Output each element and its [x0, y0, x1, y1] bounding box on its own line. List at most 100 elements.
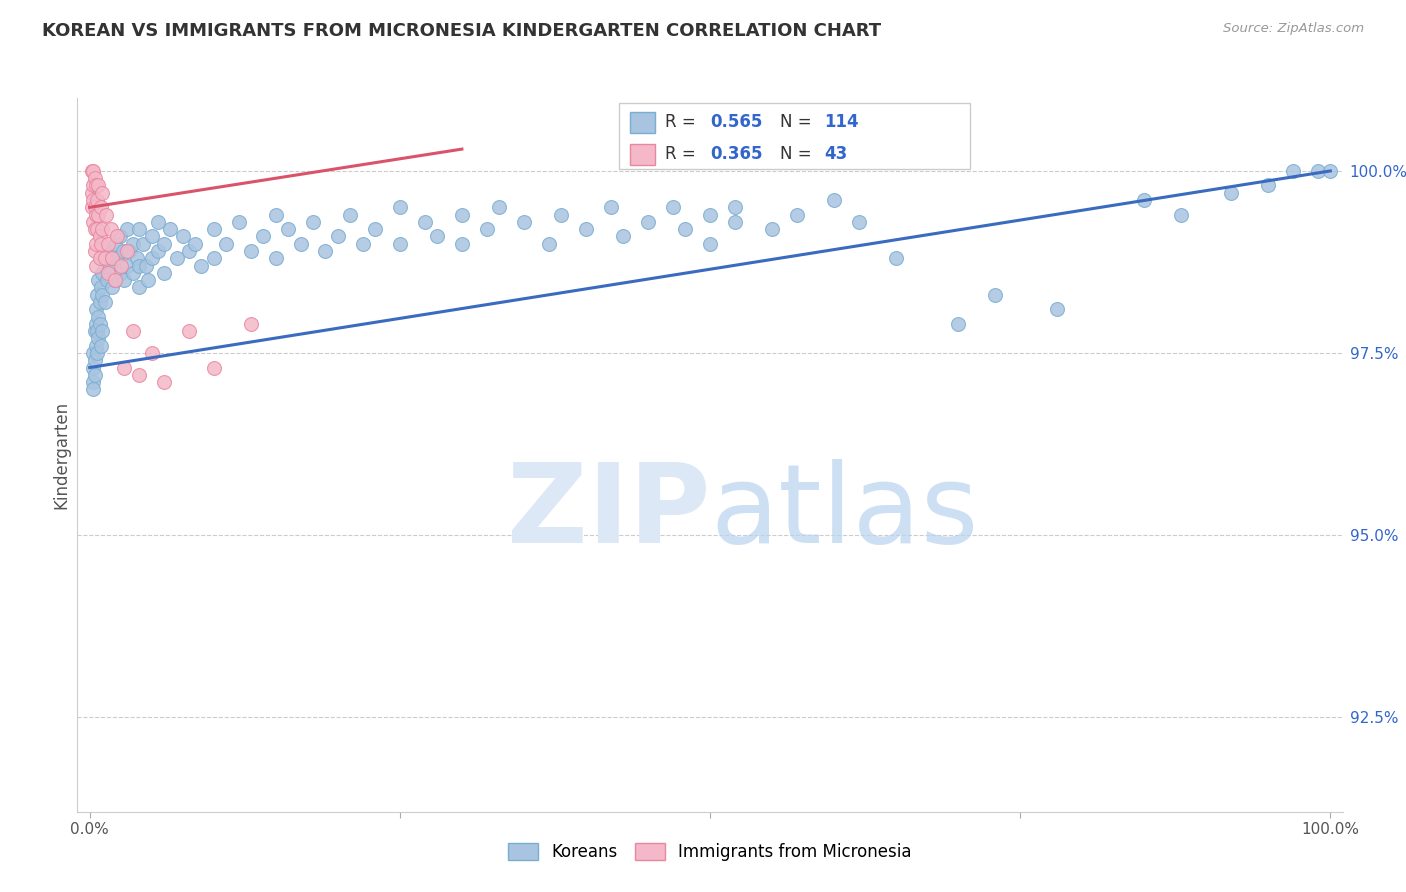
Point — [84, 208, 107, 222]
Point — [110, 259, 132, 273]
Point — [172, 229, 194, 244]
Point — [112, 244, 135, 258]
Point — [82, 383, 104, 397]
Point — [314, 244, 336, 258]
Point — [108, 229, 131, 244]
Point — [91, 324, 114, 338]
Point — [82, 193, 104, 207]
Point — [159, 222, 181, 236]
Point — [724, 215, 747, 229]
Point — [1046, 302, 1069, 317]
Point — [83, 353, 105, 368]
Point — [118, 244, 141, 258]
Point — [97, 266, 120, 280]
Point — [202, 360, 225, 375]
Point — [352, 236, 374, 251]
Point — [82, 200, 104, 214]
Point — [83, 244, 105, 258]
Point — [128, 222, 150, 236]
Point — [96, 273, 118, 287]
Point — [91, 287, 114, 301]
Point — [122, 266, 145, 280]
Point — [122, 236, 145, 251]
Point — [82, 346, 104, 360]
Point — [125, 252, 148, 266]
Point — [89, 229, 111, 244]
Point — [82, 164, 104, 178]
Point — [84, 178, 107, 193]
Point — [82, 186, 104, 200]
Point — [1319, 164, 1341, 178]
Point — [141, 252, 163, 266]
Text: N =: N = — [780, 113, 817, 131]
Point — [101, 280, 124, 294]
Point — [1257, 178, 1279, 193]
Point — [84, 317, 107, 331]
Point — [115, 259, 138, 273]
Point — [82, 178, 104, 193]
Point — [513, 215, 536, 229]
Point — [488, 200, 510, 214]
Point — [302, 215, 325, 229]
Point — [166, 252, 188, 266]
Point — [90, 339, 112, 353]
Point — [97, 236, 120, 251]
Point — [1133, 193, 1156, 207]
Point — [84, 236, 107, 251]
Point — [264, 208, 287, 222]
Point — [153, 236, 176, 251]
Point — [1170, 208, 1192, 222]
Point — [612, 229, 634, 244]
Point — [87, 178, 110, 193]
Text: Source: ZipAtlas.com: Source: ZipAtlas.com — [1223, 22, 1364, 36]
Point — [86, 324, 108, 338]
Point — [848, 215, 870, 229]
Text: atlas: atlas — [710, 458, 979, 566]
Point — [101, 252, 124, 266]
Point — [114, 273, 136, 287]
Point — [451, 208, 474, 222]
Point — [252, 229, 274, 244]
Point — [89, 295, 111, 310]
Point — [662, 200, 685, 214]
Text: 43: 43 — [824, 145, 848, 163]
Point — [87, 331, 110, 345]
Point — [83, 171, 105, 186]
Point — [87, 208, 110, 222]
Point — [228, 215, 250, 229]
Point — [761, 222, 783, 236]
Text: 0.565: 0.565 — [710, 113, 762, 131]
Point — [91, 222, 114, 236]
Point — [84, 339, 107, 353]
Point — [290, 236, 312, 251]
Point — [537, 236, 560, 251]
Point — [82, 360, 104, 375]
Point — [339, 208, 361, 222]
Point — [277, 222, 299, 236]
Point — [146, 244, 169, 258]
Text: ZIP: ZIP — [506, 458, 710, 566]
Point — [90, 280, 112, 294]
Point — [190, 259, 212, 273]
Point — [103, 273, 125, 287]
Point — [105, 229, 128, 244]
Point — [823, 193, 845, 207]
Point — [699, 208, 721, 222]
Point — [141, 346, 163, 360]
Point — [96, 244, 118, 258]
Point — [699, 236, 721, 251]
Point — [215, 236, 238, 251]
Point — [115, 244, 138, 258]
Point — [786, 208, 808, 222]
Text: R =: R = — [665, 145, 702, 163]
Point — [240, 244, 263, 258]
Point — [364, 222, 387, 236]
Point — [388, 236, 411, 251]
Point — [202, 252, 225, 266]
Point — [177, 244, 200, 258]
Point — [984, 287, 1007, 301]
Point — [240, 317, 263, 331]
Point — [93, 252, 115, 266]
Point — [93, 259, 115, 273]
Point — [103, 273, 125, 287]
